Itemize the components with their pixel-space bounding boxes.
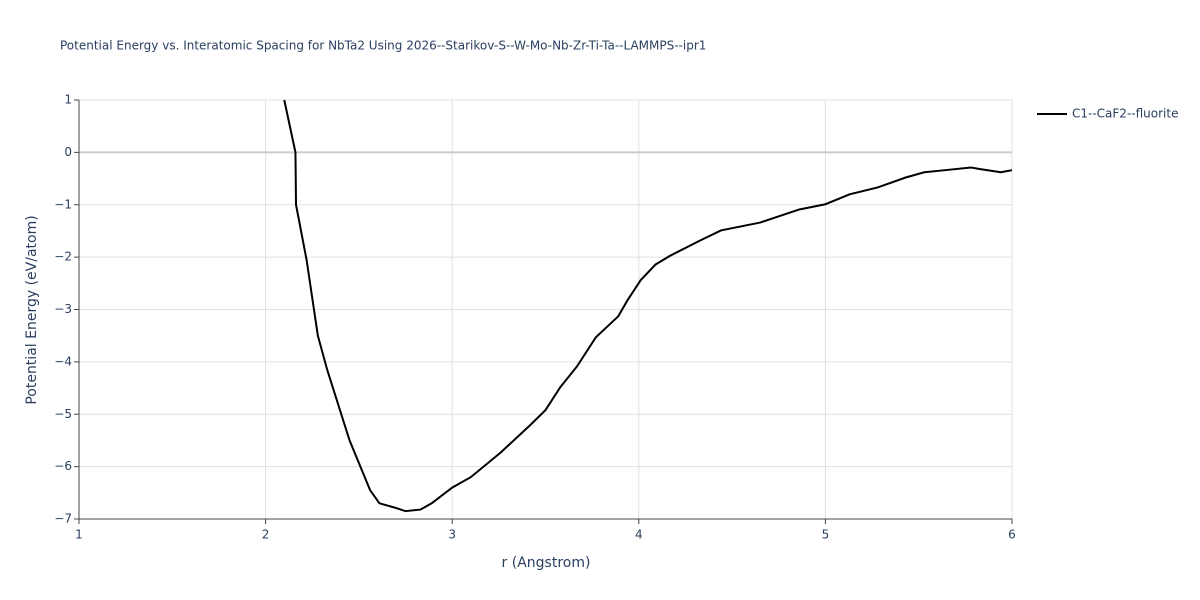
x-tick-label: 4 [635, 528, 643, 542]
chart-title: Potential Energy vs. Interatomic Spacing… [60, 39, 706, 53]
legend-label: C1--CaF2--fluorite [1072, 107, 1178, 121]
x-tick-label: 3 [448, 528, 456, 542]
data-line [283, 99, 1013, 513]
x-axis-title: r (Angstrom) [502, 555, 591, 571]
y-tick-label: −7 [54, 512, 72, 526]
y-tick-label: 1 [64, 93, 72, 107]
x-tick-label: 5 [822, 528, 830, 542]
x-tick-label: 2 [262, 528, 270, 542]
x-tick-label: 6 [1008, 528, 1016, 542]
y-tick-label: −1 [54, 197, 72, 211]
y-axis-title: Potential Energy (eV/atom) [24, 215, 40, 404]
y-tick-label: −5 [54, 407, 72, 421]
y-tick-label: −4 [54, 354, 72, 368]
y-tick-label: 0 [64, 145, 72, 159]
y-tick-label: −6 [54, 459, 72, 473]
x-tick-label: 1 [75, 528, 83, 542]
y-tick-label: −3 [54, 302, 72, 316]
y-tick-label: −2 [54, 250, 72, 264]
